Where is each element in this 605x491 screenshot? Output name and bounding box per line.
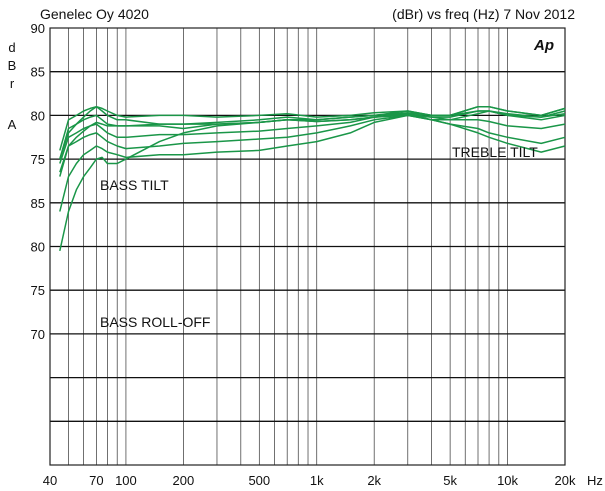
series-line-5 — [59, 114, 566, 212]
annotation-treble-tilt: TREBLE TILT — [452, 144, 538, 160]
x-axis-unit: Hz — [587, 473, 603, 488]
series-lines — [59, 105, 566, 252]
plot-frame — [49, 27, 566, 466]
y-tick-label: 75 — [31, 152, 45, 167]
x-tick-label: 70 — [89, 473, 103, 488]
y-tick-label: 75 — [31, 283, 45, 298]
y-tick-label: 70 — [31, 327, 45, 342]
y-axis-label-char: r — [10, 76, 15, 91]
series-line-7 — [59, 110, 566, 177]
ap-logo: Ap — [533, 37, 554, 54]
series-line-8 — [59, 110, 566, 252]
x-tick-label: 5k — [443, 473, 457, 488]
y-axis-label-char: A — [8, 117, 17, 132]
x-tick-label: 20k — [555, 473, 576, 488]
horizontal-grid — [50, 71, 565, 422]
x-tick-label: 200 — [173, 473, 195, 488]
y-axis-label: dBr A — [8, 40, 17, 132]
x-tick-label: 100 — [115, 473, 137, 488]
y-axis-label-char: d — [8, 40, 15, 55]
y-tick-label: 85 — [31, 196, 45, 211]
chart-header-right: (dBr) vs freq (Hz) 7 Nov 2012 — [392, 6, 575, 22]
x-tick-label: 10k — [497, 473, 518, 488]
y-tick-label: 80 — [31, 108, 45, 123]
y-tick-label: 85 — [31, 65, 45, 80]
series-line-4 — [59, 114, 566, 173]
annotation-bass-tilt: BASS TILT — [100, 177, 169, 193]
x-tick-labels: 40 70 100 200 500 1k 2k 5k 10k 20k — [43, 473, 576, 488]
annotation-bass-roll-off: BASS ROLL-OFF — [100, 314, 210, 330]
x-tick-label: 500 — [248, 473, 270, 488]
x-tick-label: 2k — [367, 473, 381, 488]
y-axis-label-char: B — [8, 58, 17, 73]
y-tick-labels: 90 85 80 75 85 80 75 70 — [31, 21, 45, 342]
x-tick-label: 1k — [310, 473, 324, 488]
y-tick-label: 80 — [31, 240, 45, 255]
chart-header-left: Genelec Oy 4020 — [40, 6, 149, 22]
y-tick-label: 90 — [31, 21, 45, 36]
series-line-6 — [59, 105, 566, 160]
x-tick-label: 40 — [43, 473, 57, 488]
